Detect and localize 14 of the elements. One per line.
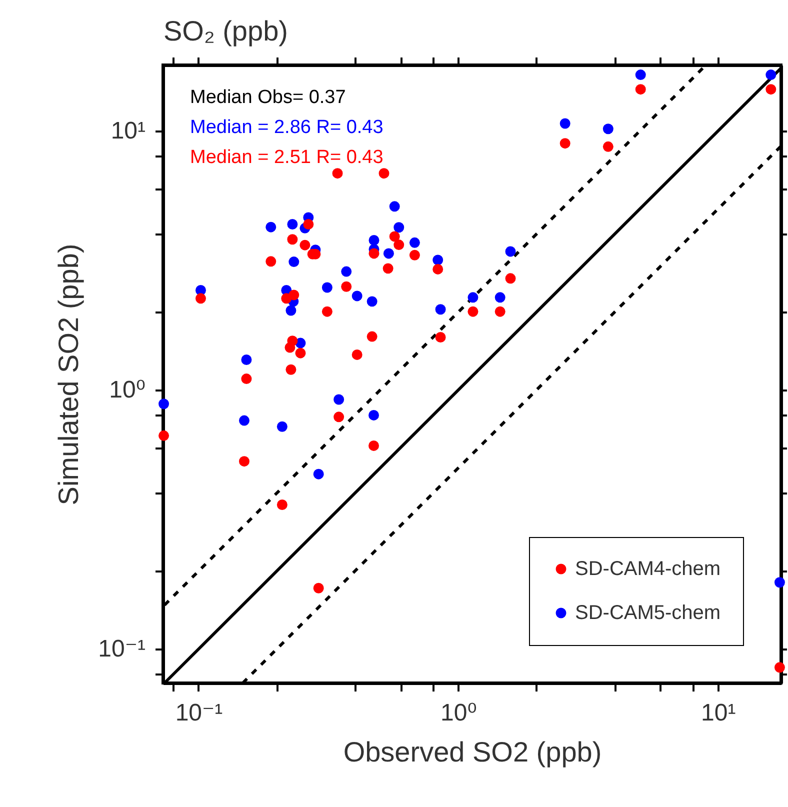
y-tick-label: 10⁰ [109, 376, 146, 404]
y-axis-title: Simulated SO2 (ppb) [53, 244, 84, 506]
annotation: Median = 2.86 R= 0.43 [190, 117, 384, 138]
annotation: Median = 2.51 R= 0.43 [190, 147, 384, 168]
legend-label: SD-CAM5-chem [575, 602, 721, 624]
x-axis-title: Observed SO2 (ppb) [343, 736, 602, 768]
y-tick-label: 10¹ [110, 118, 146, 145]
x-tick-label: 10¹ [701, 700, 736, 726]
x-tick-label: 10⁰ [440, 700, 477, 726]
x-tick-label: 10⁻¹ [175, 700, 223, 726]
annotation: Median Obs= 0.37 [190, 87, 346, 108]
legend-label: SD-CAM4-chem [575, 558, 721, 580]
y-tick-label: 10⁻¹ [98, 636, 146, 663]
x2-axis-title: SO₂ (ppb) [164, 16, 288, 46]
